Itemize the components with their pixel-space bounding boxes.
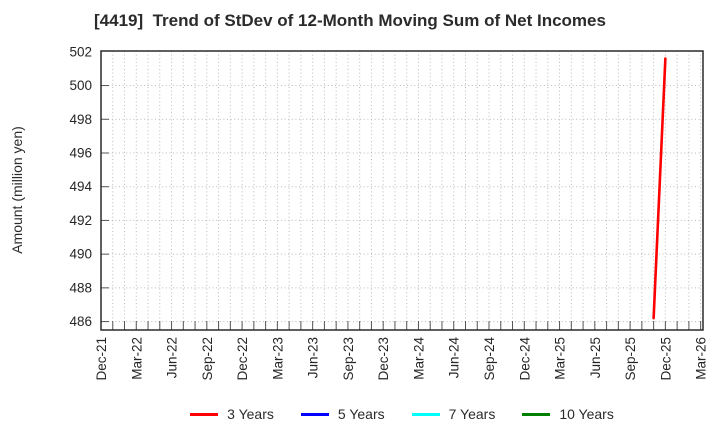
- x-tick-label: Jun-22: [165, 337, 180, 378]
- x-tick-label: Dec-25: [658, 337, 673, 381]
- x-tick-label: Mar-23: [270, 337, 285, 380]
- legend-label-3-years: 3 Years: [227, 406, 274, 422]
- legend-item-5-years: 5 Years: [300, 406, 385, 422]
- legend-item-7-years: 7 Years: [411, 406, 496, 422]
- y-tick-label: 496: [69, 145, 92, 160]
- legend: 3 Years 5 Years 7 Years 10 Years: [42, 406, 720, 422]
- y-tick-label: 502: [69, 44, 92, 59]
- legend-swatch-3-years: [190, 412, 219, 416]
- legend-item-10-years: 10 Years: [522, 406, 614, 422]
- x-tick-label: Sep-25: [623, 337, 638, 381]
- x-tick-label: Dec-22: [235, 337, 250, 381]
- y-tick-label: 486: [69, 314, 92, 329]
- chart-title: [4419] Trend of StDev of 12-Month Moving…: [94, 11, 606, 30]
- x-tick-label: Sep-22: [200, 337, 215, 381]
- legend-item-3-years: 3 Years: [190, 406, 274, 422]
- x-tick-label: Sep-24: [482, 337, 497, 381]
- y-tick-label: 492: [69, 213, 92, 228]
- plot-border: [100, 50, 704, 331]
- legend-swatch-5-years: [300, 412, 329, 416]
- legend-label-7-years: 7 Years: [448, 406, 496, 422]
- x-tick-label: Mar-24: [411, 337, 426, 380]
- y-tick-label: 494: [69, 179, 92, 194]
- legend-label-5-years: 5 Years: [337, 406, 385, 422]
- y-tick-label: 490: [69, 247, 92, 262]
- x-tick-label: Dec-21: [94, 337, 109, 381]
- x-tick-label: Sep-23: [341, 337, 356, 381]
- x-tick-label: Jun-24: [447, 337, 462, 379]
- x-tick-label: Dec-23: [376, 337, 391, 381]
- series-line-3-years: [652, 57, 667, 320]
- legend-label-10-years: 10 Years: [559, 406, 614, 422]
- legend-swatch-10-years: [522, 412, 551, 416]
- x-tick-label: Jun-23: [306, 337, 321, 378]
- legend-swatch-7-years: [411, 412, 440, 416]
- y-tick-label: 498: [69, 112, 92, 127]
- x-tick-label: Jun-25: [588, 337, 603, 378]
- x-tick-label: Mar-22: [129, 337, 144, 380]
- x-tick-label: Dec-24: [517, 337, 532, 381]
- y-tick-label: 488: [69, 280, 92, 295]
- x-tick-label: Mar-26: [694, 337, 709, 380]
- y-tick-label: 500: [69, 78, 92, 93]
- x-tick-label: Mar-25: [553, 337, 568, 380]
